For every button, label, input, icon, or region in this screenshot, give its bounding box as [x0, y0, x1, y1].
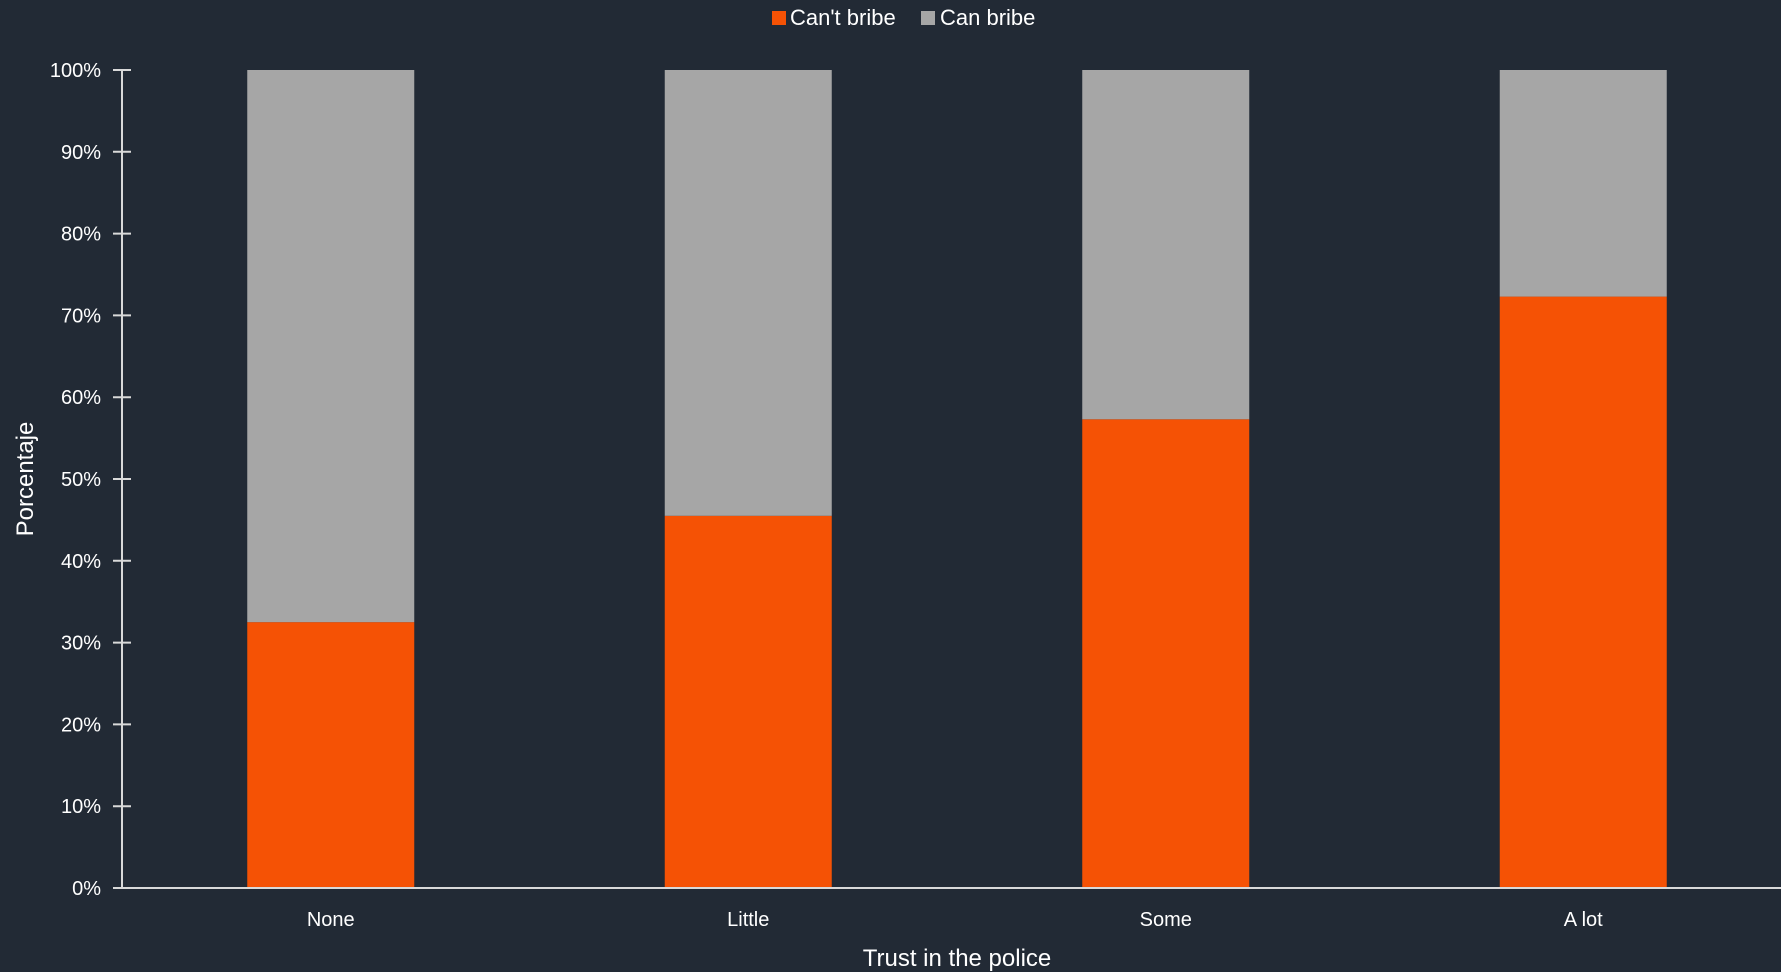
- bar-can-bribe-a-lot: [1499, 70, 1667, 297]
- y-tick-label: 20%: [61, 714, 101, 736]
- y-tick-label: 0%: [72, 878, 101, 900]
- x-tick-label-a-lot: A lot: [1564, 909, 1603, 931]
- y-tick-label: 10%: [61, 796, 101, 818]
- y-tick-label: 90%: [61, 142, 101, 164]
- legend-swatch-can-bribe: [921, 11, 935, 25]
- y-tick-label: 40%: [61, 551, 101, 573]
- bar-can-t-bribe-little: [664, 515, 832, 888]
- y-tick-label: 60%: [61, 387, 101, 409]
- bar-can-bribe-none: [247, 70, 415, 623]
- y-axis-title: Porcentaje: [12, 422, 39, 537]
- legend-label-can-bribe: Can bribe: [940, 5, 1035, 30]
- bars: [247, 70, 1667, 888]
- y-tick-label: 70%: [61, 305, 101, 327]
- y-tick-label: 80%: [61, 224, 101, 246]
- y-axis: 0% 10% 20% 30% 40% 50% 60% 70% 80% 90% 100%: [50, 60, 131, 900]
- legend: Can't bribe Can bribe: [772, 5, 1035, 30]
- y-tick-label: 30%: [61, 633, 101, 655]
- bar-can-bribe-little: [664, 70, 832, 516]
- y-tick-label: 50%: [61, 469, 101, 491]
- x-tick-label-some: Some: [1140, 909, 1192, 931]
- x-axis-title: Trust in the police: [863, 945, 1052, 972]
- x-axis: None Little Some A lot: [122, 887, 1781, 931]
- bar-can-bribe-some: [1082, 70, 1250, 420]
- legend-swatch-can-t-bribe: [772, 11, 786, 25]
- bar-can-t-bribe-a-lot: [1499, 296, 1667, 888]
- legend-label-can-t-bribe: Can't bribe: [790, 5, 896, 30]
- x-tick-label-none: None: [307, 909, 355, 931]
- y-tick-label: 100%: [50, 60, 101, 82]
- bar-can-t-bribe-some: [1082, 419, 1250, 888]
- bar-can-t-bribe-none: [247, 622, 415, 888]
- x-tick-label-little: Little: [727, 909, 769, 931]
